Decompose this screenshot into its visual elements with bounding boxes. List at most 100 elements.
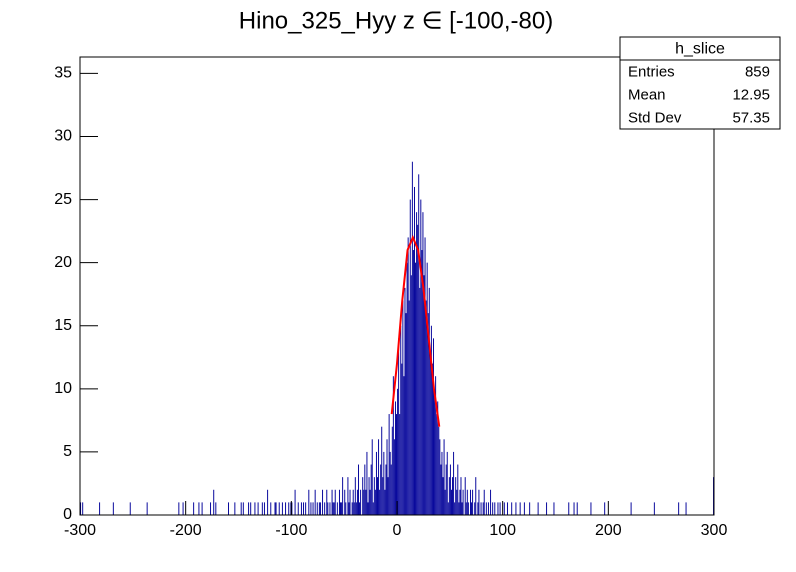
bar	[398, 338, 400, 515]
bar	[254, 502, 256, 515]
bar	[99, 502, 101, 515]
bar	[470, 489, 471, 515]
bar	[409, 199, 411, 515]
bar	[388, 414, 390, 515]
bar	[365, 489, 367, 515]
bar	[112, 502, 114, 515]
y-tick-label: 30	[54, 128, 72, 145]
bar	[511, 502, 513, 515]
bar	[355, 502, 357, 515]
bar	[213, 489, 215, 515]
bar	[433, 338, 434, 515]
bar	[410, 275, 412, 515]
bar	[546, 502, 548, 515]
bar	[80, 502, 82, 515]
bar	[340, 502, 341, 515]
bar	[374, 489, 376, 515]
bar	[480, 502, 482, 515]
bar	[345, 502, 347, 515]
bar	[426, 262, 428, 515]
bar	[338, 489, 340, 515]
bar	[419, 287, 421, 515]
bar	[497, 502, 499, 515]
bar	[406, 262, 408, 515]
bar	[354, 477, 356, 515]
bar	[438, 426, 440, 515]
bar	[353, 502, 355, 515]
y-tick-label: 5	[63, 443, 72, 460]
bar	[146, 502, 148, 515]
bar	[430, 325, 432, 515]
bar	[537, 502, 539, 515]
bar	[368, 477, 370, 515]
bar	[415, 262, 417, 515]
bar	[312, 502, 314, 515]
bar	[604, 502, 606, 515]
bar	[228, 502, 229, 515]
bar	[402, 300, 404, 515]
bar	[454, 502, 456, 515]
x-tick-label: 0	[393, 522, 402, 539]
bar	[349, 489, 351, 515]
bar	[300, 502, 302, 515]
bar	[412, 250, 414, 515]
bar	[390, 464, 392, 515]
bar	[281, 502, 283, 515]
bar	[367, 502, 369, 515]
stats-value: 12.95	[732, 86, 770, 103]
bar	[482, 502, 484, 515]
bar	[359, 502, 361, 515]
bar	[381, 426, 383, 515]
bar	[568, 502, 570, 515]
bar	[316, 502, 318, 515]
bar	[487, 502, 489, 515]
bar	[403, 376, 405, 515]
bar	[182, 502, 184, 515]
bar	[326, 489, 328, 515]
y-tick-label: 35	[54, 65, 72, 82]
bar	[303, 502, 305, 515]
bar	[394, 401, 396, 515]
bar	[421, 250, 423, 515]
bar	[404, 287, 406, 515]
bar	[399, 414, 401, 515]
bar	[492, 502, 494, 515]
bar	[449, 464, 451, 515]
bar	[314, 489, 316, 515]
x-tick-label: -300	[64, 522, 96, 539]
bar	[275, 502, 277, 515]
bar	[274, 502, 276, 515]
fit-curve	[390, 234, 441, 427]
bar	[198, 502, 200, 515]
bar	[439, 439, 441, 515]
bar	[422, 212, 424, 516]
bar	[401, 363, 403, 515]
x-tick-label: 200	[595, 522, 622, 539]
bar	[278, 502, 280, 515]
bar	[678, 502, 680, 515]
bar	[414, 186, 415, 515]
y-tick-label: 15	[54, 317, 72, 334]
bar	[362, 477, 364, 515]
stats-label: Entries	[628, 63, 675, 80]
y-tick-label: 10	[54, 380, 72, 397]
bar	[372, 502, 374, 515]
bar	[444, 489, 446, 515]
bar	[342, 477, 344, 515]
bar	[285, 502, 287, 515]
bar	[257, 502, 259, 515]
bar	[377, 477, 378, 515]
x-tick-label: 300	[701, 522, 728, 539]
bar	[462, 489, 464, 515]
bar	[327, 502, 329, 515]
stats-value: 859	[745, 63, 770, 80]
bar	[448, 477, 450, 515]
y-tick-label: 20	[54, 254, 72, 271]
bar	[386, 439, 388, 515]
bar	[446, 451, 448, 515]
bar	[458, 502, 460, 515]
bar	[573, 502, 575, 515]
bar	[437, 401, 439, 515]
y-tick-label: 25	[54, 191, 72, 208]
bar	[333, 502, 335, 515]
